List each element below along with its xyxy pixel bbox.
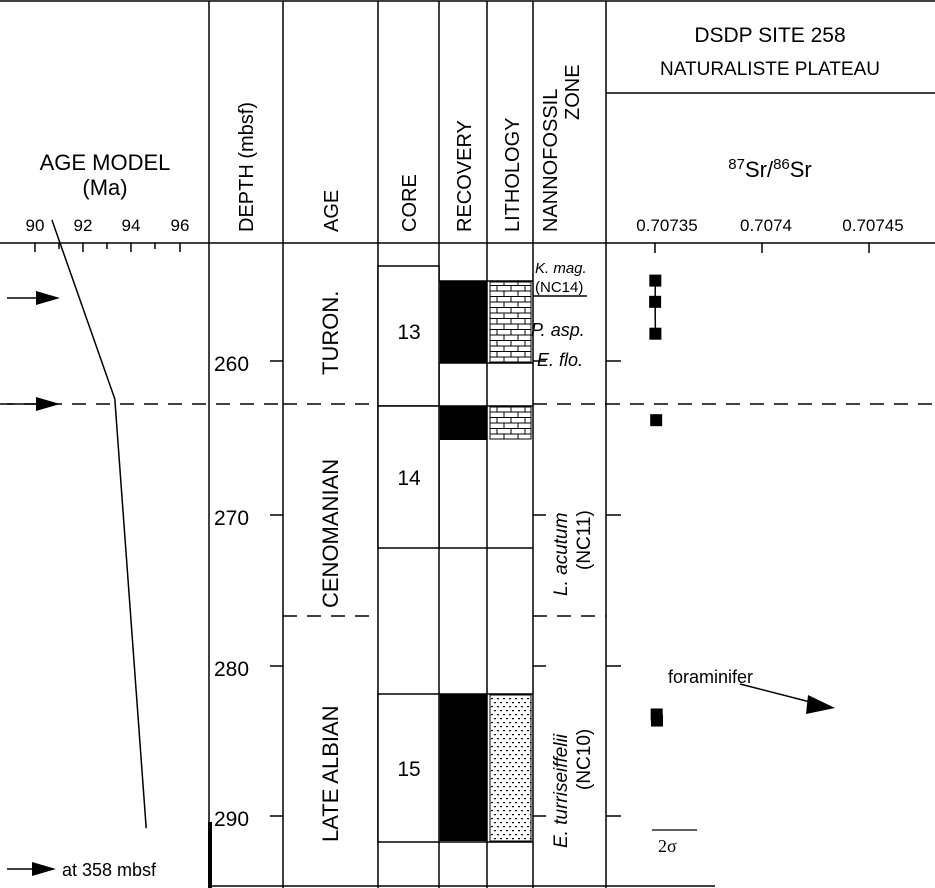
sr-points: [649, 274, 663, 727]
zone-e-turriseiffelii: E. turriseiffelii: [551, 733, 572, 848]
age-late-albian: LATE ALBIAN: [318, 705, 343, 842]
age-model-arrows: [7, 291, 60, 876]
arrow-icon: [36, 397, 60, 411]
depth-header: DEPTH (mbsf): [236, 102, 258, 232]
age-tick-label-90: 90: [26, 216, 45, 235]
zone-p-asp: P. asp.: [531, 320, 585, 340]
arrow-icon: [36, 291, 60, 305]
sr-tick-label-2: 0.70745: [842, 216, 903, 235]
arrow-icon: [806, 695, 835, 714]
age-tick-label-96: 96: [171, 216, 190, 235]
age-tick-label-92: 92: [74, 216, 93, 235]
lithology-limestone-core-13: [489, 281, 532, 363]
sr-connectors: [654, 280, 658, 721]
sr-end: Sr: [790, 157, 812, 182]
arrow-icon: [32, 862, 56, 876]
sr-sup-86: 86: [773, 156, 790, 173]
age-axis-ticks: [34, 243, 181, 252]
age-tick-label-94: 94: [122, 216, 141, 235]
zone-nc11: (NC11): [574, 510, 595, 570]
recovery-header: RECOVERY: [454, 120, 476, 232]
zone-l-acutum: L. acutum: [551, 513, 572, 596]
sr-mid: Sr/: [745, 157, 774, 182]
zone-nc10: (NC10): [574, 729, 595, 790]
age-model-line: [51, 219, 147, 829]
depth-label-290: 290: [214, 808, 249, 831]
age-cenomanian: CENOMANIAN: [318, 459, 343, 608]
zone-nc14: (NC14): [535, 279, 583, 296]
lithology-limestone-core-14: [489, 406, 532, 440]
sr-point-0: [649, 274, 662, 287]
foraminifer-pointer: [739, 683, 819, 705]
sr-point-3: [650, 414, 663, 427]
age-model-title: AGE MODEL: [40, 150, 171, 175]
sr-point-1: [649, 295, 662, 308]
recovery-core-15: [440, 694, 487, 841]
depth-label-280: 280: [214, 658, 249, 681]
sr-axis-title: 87Sr/86Sr: [728, 156, 812, 182]
nannofossil-header-line2: ZONE: [562, 64, 584, 120]
sr-point-5: [650, 714, 663, 727]
sr-axis-ticks: [654, 243, 870, 253]
recovery-core-borders: [439, 280, 533, 843]
depth-label-260: 260: [214, 353, 249, 376]
age-model-unit: (Ma): [82, 175, 127, 200]
core-14: 14: [397, 467, 421, 490]
depth-ticks: [270, 360, 621, 817]
recovery-core-13: [440, 281, 487, 363]
bottom-arrow-label: at 358 mbsf: [62, 860, 157, 880]
zone-k-mag: K. mag.: [535, 260, 587, 277]
core-header: CORE: [399, 174, 421, 232]
lithology-sand-core-15: [489, 694, 532, 842]
age-turonian: TURON.: [318, 291, 343, 375]
sr-tick-label-0: 0.70735: [636, 216, 697, 235]
stage-boundaries: [0, 403, 935, 617]
age-header: AGE: [321, 190, 343, 232]
zone-e-flo: E. flo.: [537, 350, 583, 370]
core-15: 15: [397, 758, 420, 781]
site-title: DSDP SITE 258: [694, 24, 845, 47]
core-boxes: [377, 265, 440, 843]
site-subtitle: NATURALISTE PLATEAU: [660, 59, 880, 80]
recovery-core-14: [440, 406, 487, 440]
sr-tick-label-1: 0.7074: [740, 216, 792, 235]
nannofossil-header-line1: NANNOFOSSIL: [540, 89, 562, 232]
sr-sup-87: 87: [728, 156, 745, 173]
header-labels: AGE MODEL (Ma) 90 92 94 96 DEPTH (mbsf) …: [26, 24, 904, 235]
recovery-bars: [440, 281, 487, 841]
two-sigma-label: 2σ: [658, 836, 677, 856]
foraminifer-label: foraminifer: [668, 667, 753, 687]
sr-point-2: [649, 327, 662, 340]
lithology-header: LITHOLOGY: [502, 118, 524, 232]
core-13: 13: [397, 321, 420, 344]
depth-label-270: 270: [214, 507, 249, 530]
